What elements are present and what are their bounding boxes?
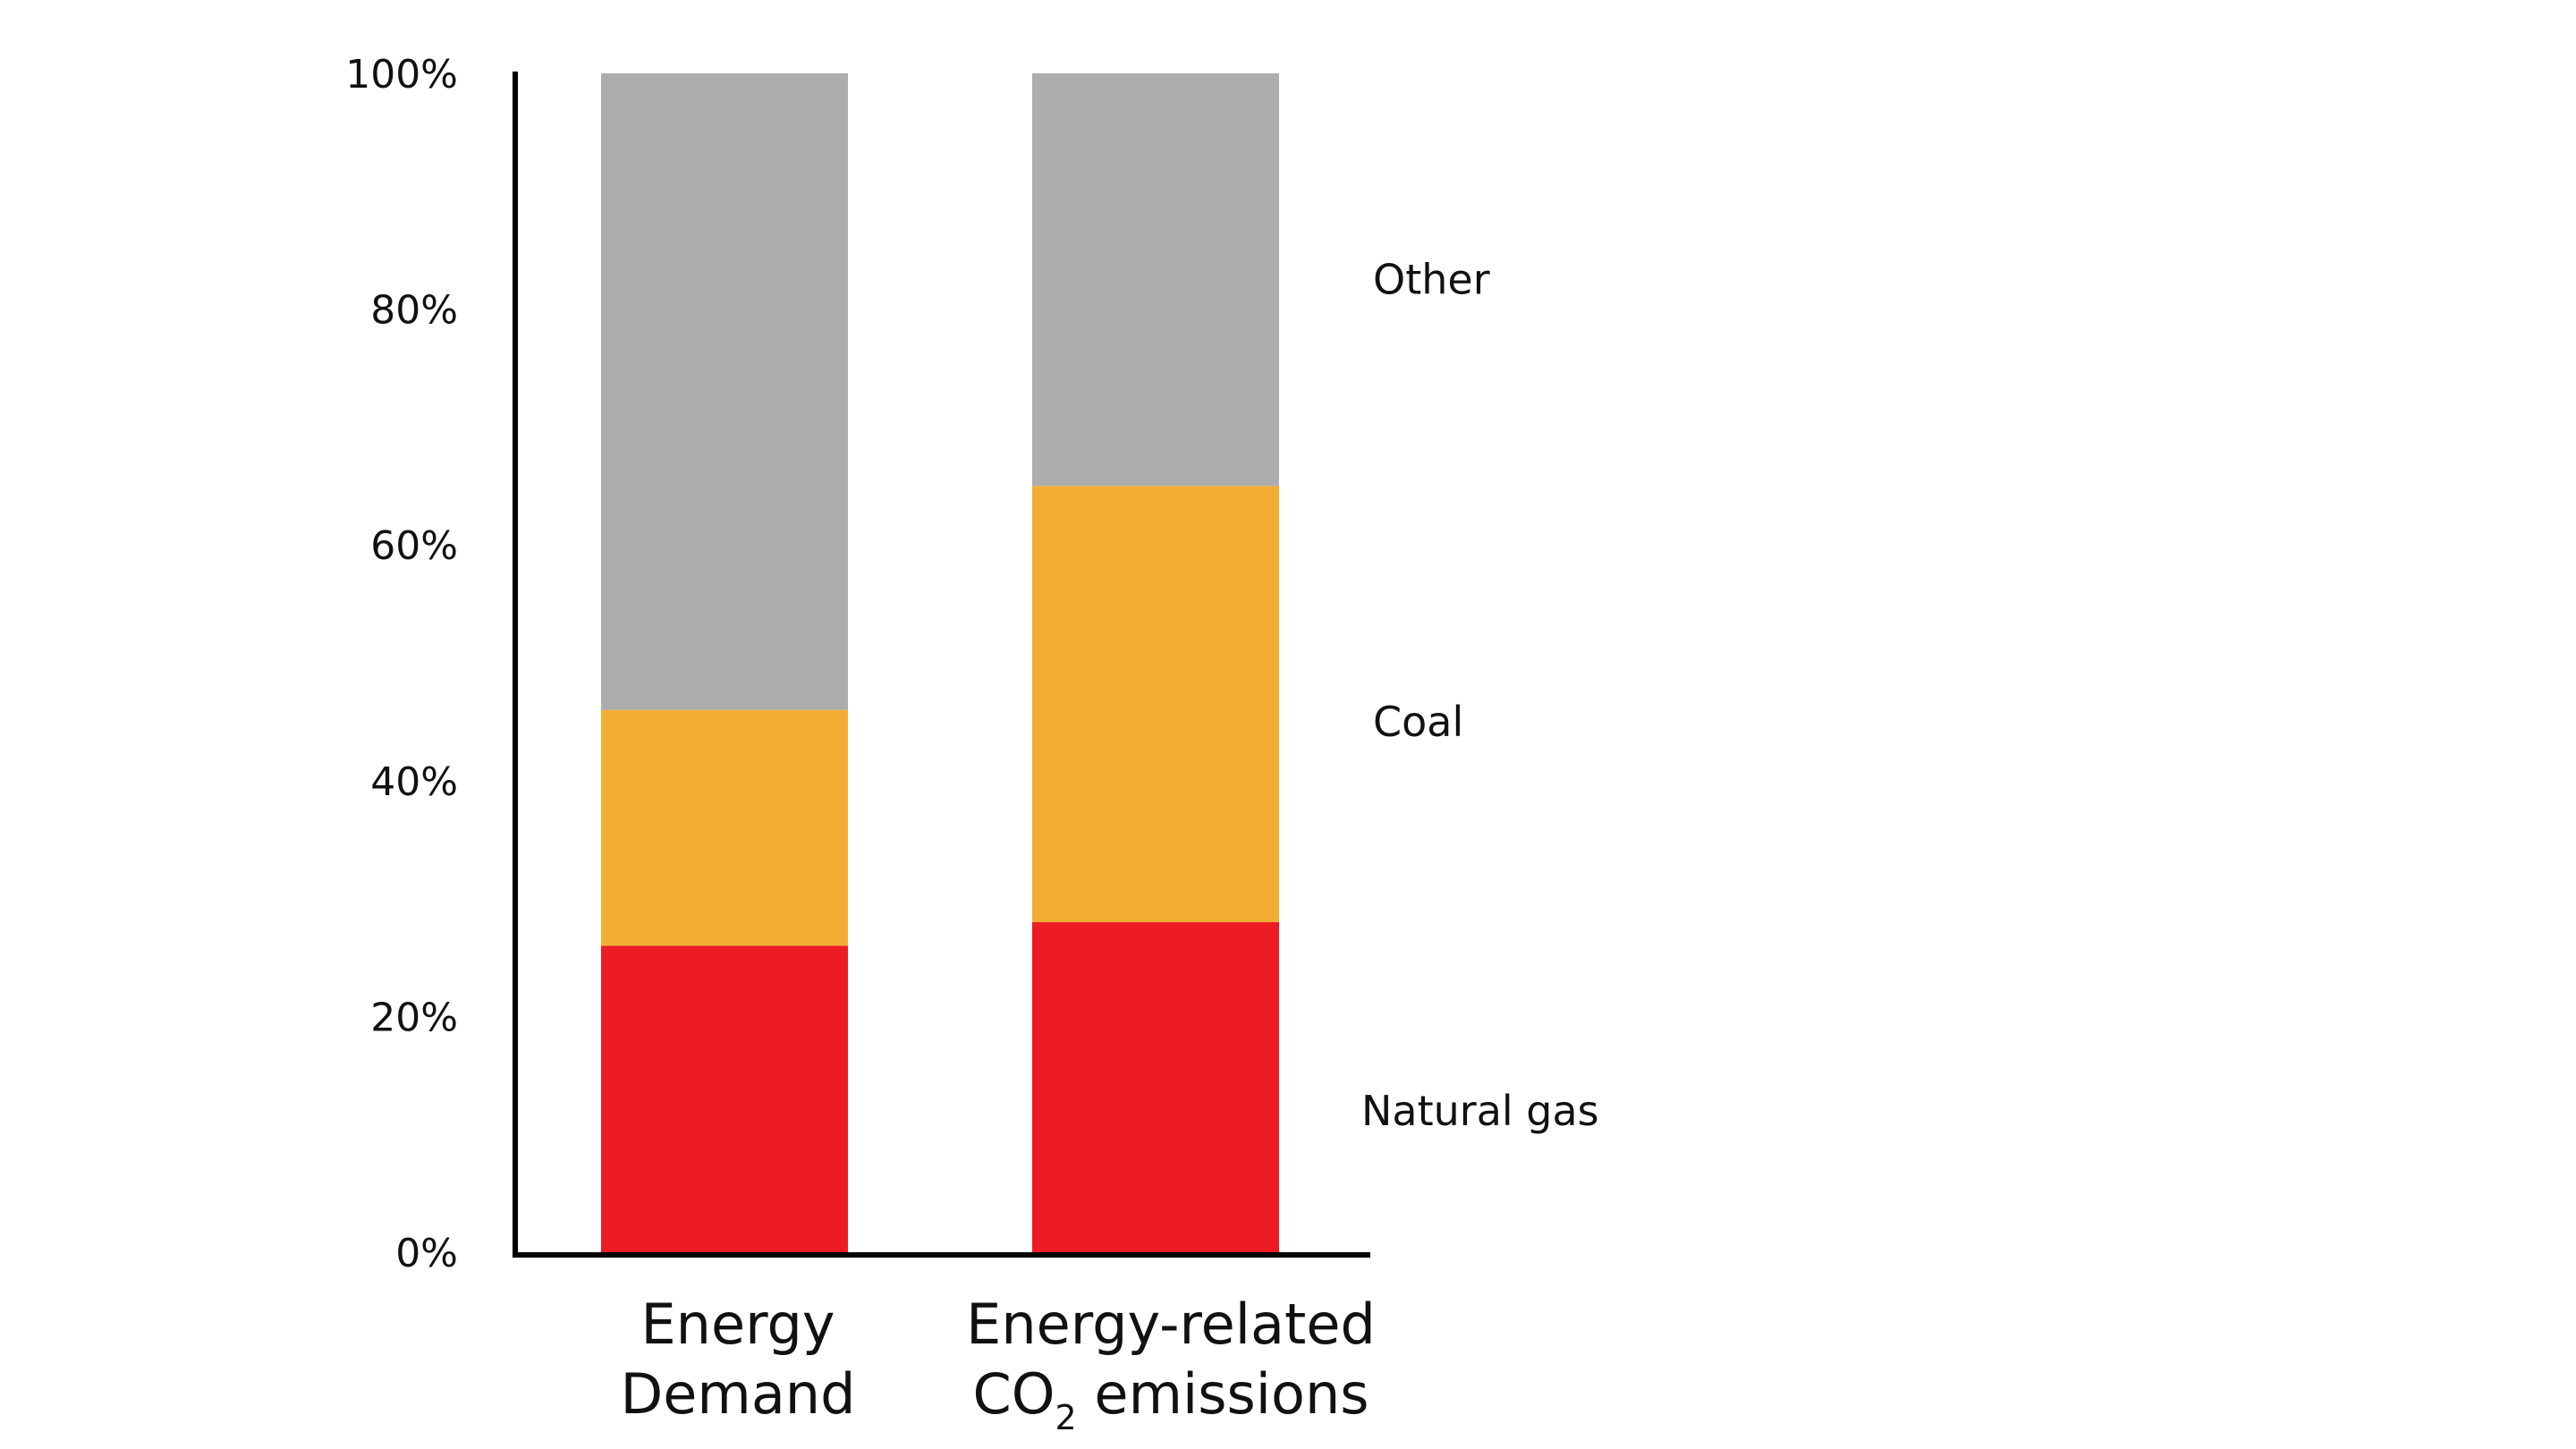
series-labels: Natural gas Coal Other	[1361, 256, 1599, 1135]
series-label-other: Other	[1373, 256, 1490, 304]
bar-segment-coal	[1032, 486, 1279, 922]
bar-segment-other	[601, 73, 848, 710]
category-labels: Energy Demand Energy-related CO2 emissio…	[621, 1292, 1376, 1437]
category-label-co2-emissions-line2: CO2 emissions	[972, 1361, 1368, 1437]
series-label-coal: Coal	[1373, 698, 1463, 746]
y-tick-label: 60%	[370, 523, 458, 569]
bar-segment-natural-gas	[601, 945, 848, 1252]
category-label-co2-emissions-line1: Energy-related	[966, 1292, 1376, 1357]
bars-layer	[601, 73, 1279, 1252]
category-label-energy-demand-line1: Energy	[640, 1292, 835, 1357]
bar-segment-natural-gas	[1032, 921, 1279, 1252]
co2-label-emissions: emissions	[1077, 1361, 1369, 1427]
bar-segment-other	[1032, 73, 1279, 487]
y-tick-label: 20%	[370, 995, 458, 1040]
y-tick-label: 0%	[395, 1231, 458, 1276]
y-tick-label: 40%	[370, 759, 458, 805]
co2-label-co: CO	[972, 1361, 1055, 1427]
series-label-natural-gas: Natural gas	[1361, 1087, 1599, 1135]
co2-label-subscript: 2	[1055, 1398, 1077, 1437]
y-tick-labels: 0% 20% 40% 60% 80% 100%	[345, 52, 458, 1276]
category-label-energy-demand-line2: Demand	[621, 1361, 856, 1427]
y-tick-label: 80%	[370, 288, 458, 334]
bar-segment-coal	[601, 709, 848, 946]
axes-layer	[513, 72, 1370, 1258]
y-tick-label: 100%	[345, 52, 458, 97]
